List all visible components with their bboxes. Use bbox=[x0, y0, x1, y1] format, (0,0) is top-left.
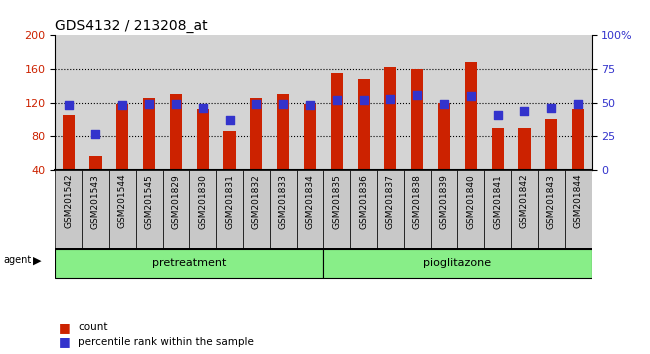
Bar bbox=[55, 249, 324, 278]
Text: GSM201545: GSM201545 bbox=[144, 174, 153, 229]
Bar bbox=[519, 128, 530, 170]
Text: GSM201838: GSM201838 bbox=[413, 174, 422, 229]
Bar bbox=[162, 170, 189, 248]
Text: pretreatment: pretreatment bbox=[152, 258, 226, 268]
Point bbox=[198, 105, 208, 111]
Point bbox=[278, 101, 289, 107]
Point bbox=[546, 105, 556, 111]
Bar bbox=[296, 170, 324, 248]
Text: GSM201832: GSM201832 bbox=[252, 174, 261, 229]
Text: count: count bbox=[78, 322, 107, 332]
Bar bbox=[511, 170, 538, 248]
Bar bbox=[491, 128, 504, 170]
Text: GSM201834: GSM201834 bbox=[306, 174, 315, 229]
Bar bbox=[384, 67, 396, 170]
Bar bbox=[458, 170, 484, 248]
Point bbox=[144, 101, 154, 107]
Bar bbox=[538, 170, 565, 248]
Bar bbox=[55, 170, 82, 248]
Bar bbox=[216, 170, 243, 248]
Bar bbox=[545, 119, 557, 170]
Text: GSM201840: GSM201840 bbox=[466, 174, 475, 229]
Bar bbox=[116, 104, 128, 170]
Point bbox=[465, 93, 476, 99]
Point bbox=[573, 101, 583, 107]
Bar bbox=[136, 170, 162, 248]
Text: GSM201835: GSM201835 bbox=[332, 174, 341, 229]
Bar bbox=[484, 170, 511, 248]
Point bbox=[439, 101, 449, 107]
Text: GSM201831: GSM201831 bbox=[225, 174, 234, 229]
Bar bbox=[324, 249, 592, 278]
Text: GSM201836: GSM201836 bbox=[359, 174, 368, 229]
Point bbox=[171, 101, 181, 107]
Text: GSM201841: GSM201841 bbox=[493, 174, 502, 229]
Bar bbox=[270, 170, 296, 248]
Bar bbox=[430, 170, 458, 248]
Bar bbox=[62, 115, 75, 170]
Text: ▶: ▶ bbox=[32, 255, 41, 265]
Bar bbox=[324, 170, 350, 248]
Text: GSM201843: GSM201843 bbox=[547, 174, 556, 229]
Text: GDS4132 / 213208_at: GDS4132 / 213208_at bbox=[55, 19, 208, 33]
Bar bbox=[243, 170, 270, 248]
Text: GSM201839: GSM201839 bbox=[439, 174, 448, 229]
Bar bbox=[90, 156, 101, 170]
Text: percentile rank within the sample: percentile rank within the sample bbox=[78, 337, 254, 347]
Bar bbox=[189, 170, 216, 248]
Bar bbox=[438, 103, 450, 170]
Point bbox=[332, 97, 342, 103]
Text: agent: agent bbox=[3, 255, 31, 265]
Text: GSM201829: GSM201829 bbox=[172, 174, 181, 229]
Text: GSM201543: GSM201543 bbox=[91, 174, 100, 229]
Text: GSM201844: GSM201844 bbox=[573, 174, 582, 228]
Text: pioglitazone: pioglitazone bbox=[423, 258, 491, 268]
Bar bbox=[411, 69, 423, 170]
Bar bbox=[197, 109, 209, 170]
Bar bbox=[572, 109, 584, 170]
Text: GSM201833: GSM201833 bbox=[279, 174, 288, 229]
Point bbox=[493, 112, 503, 118]
Bar bbox=[250, 98, 263, 170]
Point bbox=[90, 131, 101, 136]
Bar bbox=[565, 170, 592, 248]
Bar bbox=[277, 94, 289, 170]
Text: GSM201830: GSM201830 bbox=[198, 174, 207, 229]
Bar bbox=[404, 170, 430, 248]
Bar bbox=[170, 94, 182, 170]
Bar bbox=[109, 170, 136, 248]
Point bbox=[251, 101, 261, 107]
Bar bbox=[350, 170, 377, 248]
Text: ■: ■ bbox=[58, 335, 70, 348]
Point bbox=[64, 103, 74, 108]
Bar bbox=[331, 73, 343, 170]
Point bbox=[385, 96, 396, 102]
Point bbox=[305, 103, 315, 108]
Point bbox=[224, 117, 235, 123]
Bar bbox=[377, 170, 404, 248]
Text: GSM201544: GSM201544 bbox=[118, 174, 127, 228]
Point bbox=[358, 97, 369, 103]
Point bbox=[519, 108, 530, 114]
Bar bbox=[143, 98, 155, 170]
Text: GSM201837: GSM201837 bbox=[386, 174, 395, 229]
Text: GSM201842: GSM201842 bbox=[520, 174, 529, 228]
Text: ■: ■ bbox=[58, 321, 70, 334]
Point bbox=[412, 92, 423, 97]
Bar bbox=[224, 131, 235, 170]
Bar bbox=[358, 79, 370, 170]
Point bbox=[117, 103, 127, 108]
Text: GSM201542: GSM201542 bbox=[64, 174, 73, 228]
Bar bbox=[304, 104, 316, 170]
Bar bbox=[465, 62, 477, 170]
Bar bbox=[82, 170, 109, 248]
